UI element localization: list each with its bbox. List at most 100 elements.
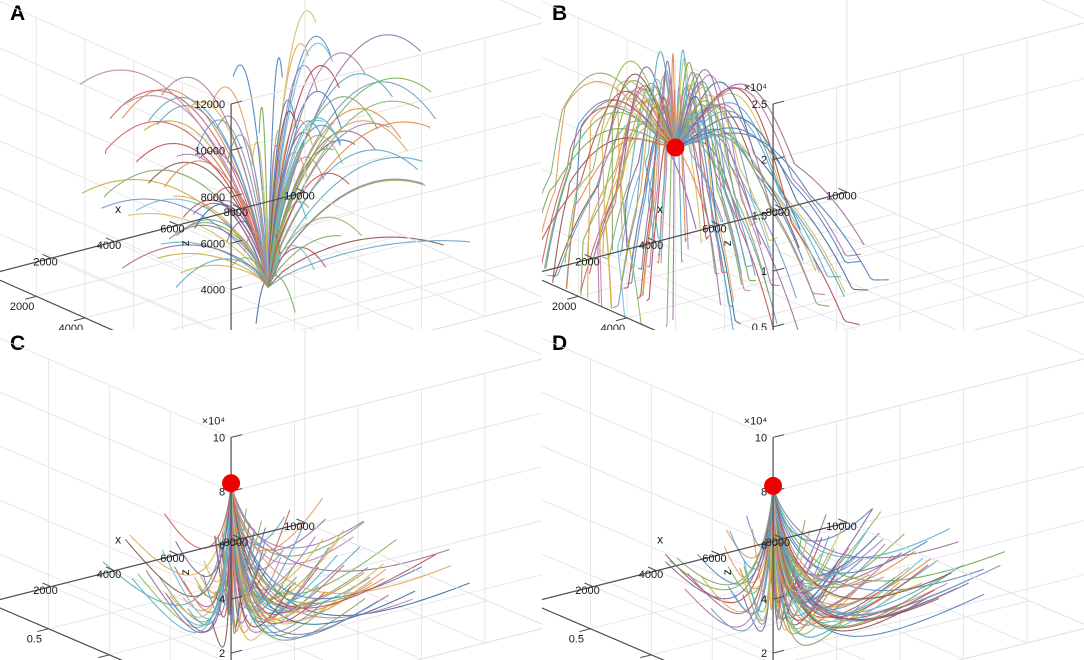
trajectory-line	[665, 485, 774, 604]
axis-labels: 0246810×10⁴020004000600080001000000.511.…	[27, 415, 315, 660]
trajectory-line	[128, 212, 269, 288]
grid-line	[230, 649, 243, 654]
grid-line	[84, 234, 403, 319]
trajectory-line	[267, 240, 471, 288]
trajectory-line	[230, 482, 470, 617]
trajectory-line	[772, 485, 860, 638]
x-tick-label: 4000	[639, 240, 663, 252]
trajectory-line	[772, 485, 928, 574]
trajectory-lines	[102, 482, 470, 648]
trajectory-line	[772, 485, 902, 630]
z-tick-label: 2	[761, 648, 767, 660]
trajectory-line	[267, 34, 421, 288]
trajectory-line	[230, 482, 422, 600]
grid-line	[711, 220, 721, 226]
grid-line	[957, 628, 1084, 660]
trajectory-line	[211, 482, 232, 648]
trajectory-line	[772, 485, 864, 589]
axis-lines	[542, 0, 1084, 330]
trajectory-line	[267, 193, 307, 288]
trajectory-line	[267, 134, 343, 288]
grid-line	[772, 156, 785, 161]
grid-line	[647, 237, 657, 243]
grid-line	[50, 257, 215, 330]
grid-line	[0, 191, 306, 273]
trajectory-line	[267, 10, 317, 288]
y-tick-label: 2000	[552, 301, 576, 313]
trajectory-line	[267, 42, 333, 288]
trajectory-line	[129, 482, 232, 576]
grid-line	[542, 279, 656, 330]
grid-line	[42, 582, 52, 588]
trajectory-line	[772, 485, 885, 586]
trajectory-line	[230, 482, 310, 622]
grid-line	[838, 518, 848, 524]
trajectory-line	[601, 99, 676, 257]
trajectory-line	[136, 142, 269, 288]
trajectory-line	[772, 485, 1006, 582]
trajectory-line	[267, 117, 341, 288]
trajectory-line	[135, 198, 269, 288]
trajectory-line	[267, 52, 366, 288]
trajectory-line	[219, 199, 269, 288]
trajectory-line	[542, 72, 676, 195]
grid-line	[232, 534, 242, 540]
panel-b: B 00.511.522.5×10⁴0200040006000800010000…	[542, 0, 1084, 330]
trajectory-line	[267, 178, 424, 288]
grid-line	[431, 301, 542, 330]
trajectory-line	[733, 485, 774, 615]
trajectory-line	[267, 156, 423, 288]
trajectory-line	[674, 49, 722, 223]
z-axis-label: z	[178, 240, 192, 246]
plot-d: 0246810×10⁴020004000600080001000000.511.…	[542, 330, 1084, 660]
grid-line	[296, 518, 306, 524]
trajectory-line	[161, 482, 232, 620]
trajectory-line	[230, 482, 270, 641]
grid-line	[415, 628, 542, 660]
trajectory-line	[230, 482, 294, 614]
trajectory-line	[674, 95, 741, 325]
trajectory-line	[267, 57, 283, 288]
grid-line	[772, 22, 1084, 105]
trajectory-line	[165, 482, 232, 633]
trajectory-line	[170, 482, 232, 626]
red-start-marker	[764, 476, 783, 495]
trajectory-line	[230, 482, 263, 592]
grid-line	[772, 541, 785, 546]
trajectory-line	[230, 482, 450, 572]
trajectory-line	[164, 482, 232, 549]
z-tick-label: 2	[219, 648, 225, 660]
grid-line	[615, 317, 628, 322]
plot-b: 00.511.522.5×10⁴020004000600080001000002…	[542, 0, 1084, 330]
trajectory-line	[674, 83, 865, 246]
axis-lines	[542, 330, 1084, 660]
trajectory-line	[195, 119, 269, 288]
z-tick-label: 6000	[201, 238, 225, 250]
grid-line	[584, 582, 594, 588]
axis-lines	[0, 0, 542, 330]
trajectory-line	[232, 64, 269, 288]
z-tick-label: 4000	[201, 285, 225, 297]
panel-a: A 02000400060008000100001200002000400060…	[0, 0, 542, 330]
trajectory-line	[101, 198, 269, 288]
grid-line	[542, 391, 774, 492]
grid-line	[483, 330, 542, 356]
grid-line	[230, 541, 243, 546]
plot-a: 0200040006000800010000120000200040006000…	[0, 0, 542, 330]
trajectory-line	[230, 482, 296, 601]
trajectory-line	[772, 485, 816, 635]
trajectory-line	[751, 485, 774, 604]
trajectory-line	[267, 64, 318, 288]
grid-line	[296, 187, 306, 193]
z-tick-label: 8	[219, 486, 225, 498]
y-tick-label: 2000	[10, 301, 34, 313]
grid-line	[304, 522, 542, 625]
x-tick-label: 8000	[224, 537, 248, 549]
grid-line	[230, 595, 243, 600]
trajectory-line	[267, 236, 444, 288]
grid-line	[431, 301, 542, 330]
trajectory-line	[674, 120, 753, 268]
grid-line	[838, 187, 848, 193]
grid-line	[647, 566, 657, 572]
trajectory-line	[226, 134, 269, 288]
